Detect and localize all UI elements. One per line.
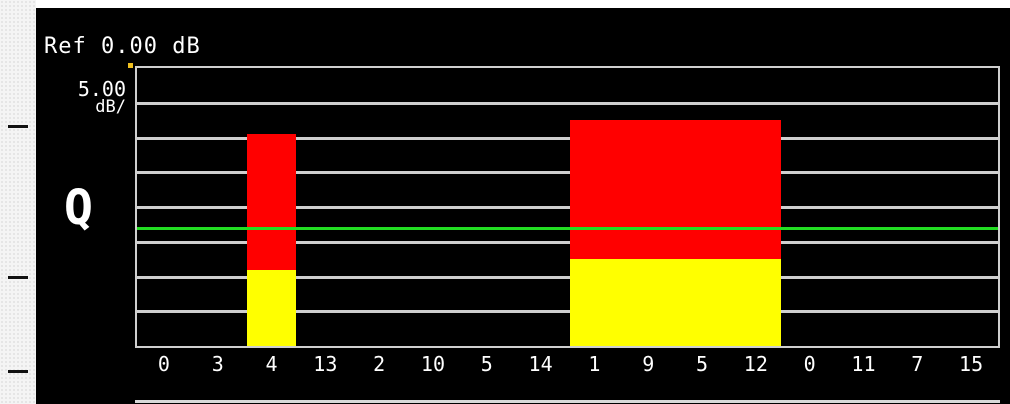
x-tick-label: 12 [743,352,768,376]
x-tick-label: 0 [157,352,170,376]
x-tick-label: 11 [851,352,876,376]
x-tick-label: 3 [211,352,224,376]
reference-marker-icon [128,63,133,68]
x-tick-label: 0 [803,352,816,376]
x-tick-label: 5 [696,352,709,376]
bar-chart-plot-area [135,66,1000,348]
gridline [137,310,998,314]
x-tick-label: 4 [265,352,278,376]
reference-level-label: Ref 0.00 dB [44,34,201,59]
gridline [137,240,998,244]
x-tick-label: 13 [313,352,338,376]
gridline [137,275,998,279]
screen-bottom-divider [135,400,1000,403]
bar-segment-lower [246,269,297,346]
side-tick-mark [8,276,28,279]
reference-level-line [137,226,998,230]
x-axis-labels: 0 3 4 13 2 10 5 14 1 9 5 12 0 11 7 15 [135,350,1000,380]
side-panel [0,0,36,404]
side-tick-mark [8,370,28,373]
gridline [137,101,998,105]
x-tick-label: 5 [480,352,493,376]
mode-indicator: Q [64,180,93,236]
x-tick-label: 2 [373,352,386,376]
side-tick-mark [8,125,28,128]
x-tick-label: 15 [959,352,984,376]
x-tick-label: 7 [911,352,924,376]
signal-bar [246,134,297,346]
gridline [137,136,998,140]
x-tick-label: 9 [642,352,655,376]
x-tick-label: 10 [420,352,446,376]
x-tick-label: 14 [528,352,553,376]
gridline [137,206,998,209]
scale-unit: dB/ [95,97,126,117]
x-tick-label: 1 [588,352,601,376]
signal-bar [569,120,781,346]
bar-segment-lower [569,259,781,346]
gridline [137,171,998,175]
scale-value: 5.00 [77,77,126,101]
